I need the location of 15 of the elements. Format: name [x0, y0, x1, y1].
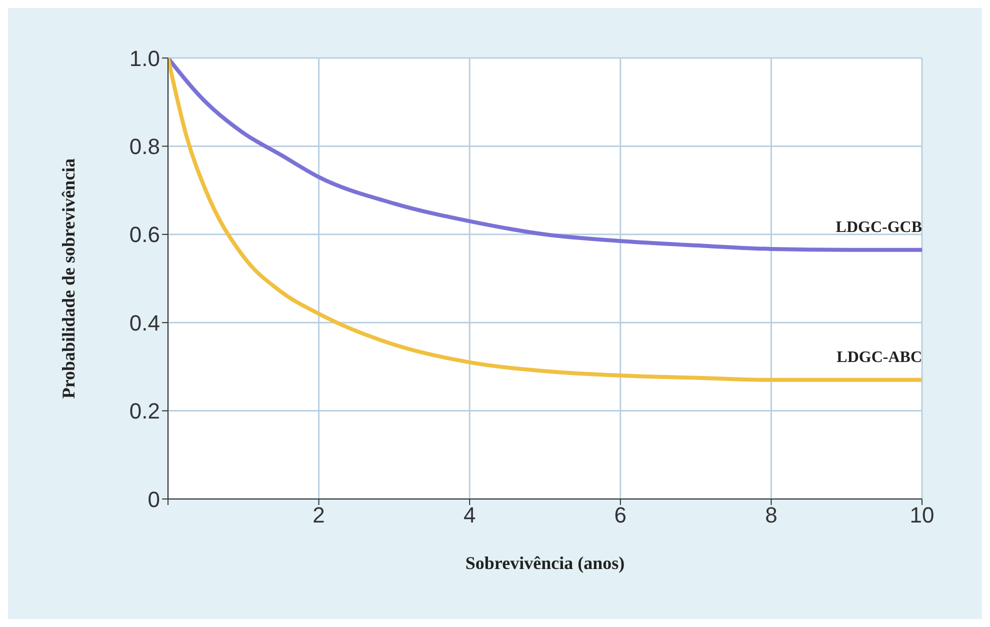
- x-tick-label: 4: [463, 502, 476, 528]
- x-tick-label: 10: [910, 502, 934, 528]
- y-tick-label: 0.2: [129, 398, 160, 424]
- series-label: LDGC-GCB: [836, 218, 922, 236]
- y-tick-label: 0: [148, 486, 160, 512]
- x-tick-label: 8: [765, 502, 778, 528]
- series-label: LDGC-ABC: [836, 348, 922, 366]
- x-tick-label: 2: [312, 502, 325, 528]
- y-axis-title: Probabilidade de sobrevivência: [58, 158, 78, 399]
- y-tick-label: 1.0: [129, 46, 160, 71]
- y-tick-label: 0.8: [129, 134, 160, 160]
- x-axis-title: Sobrevivência (anos): [465, 553, 625, 573]
- y-tick-label: 0.6: [129, 222, 160, 248]
- y-tick-label: 0.4: [129, 310, 160, 336]
- x-tick-label: 6: [614, 502, 627, 528]
